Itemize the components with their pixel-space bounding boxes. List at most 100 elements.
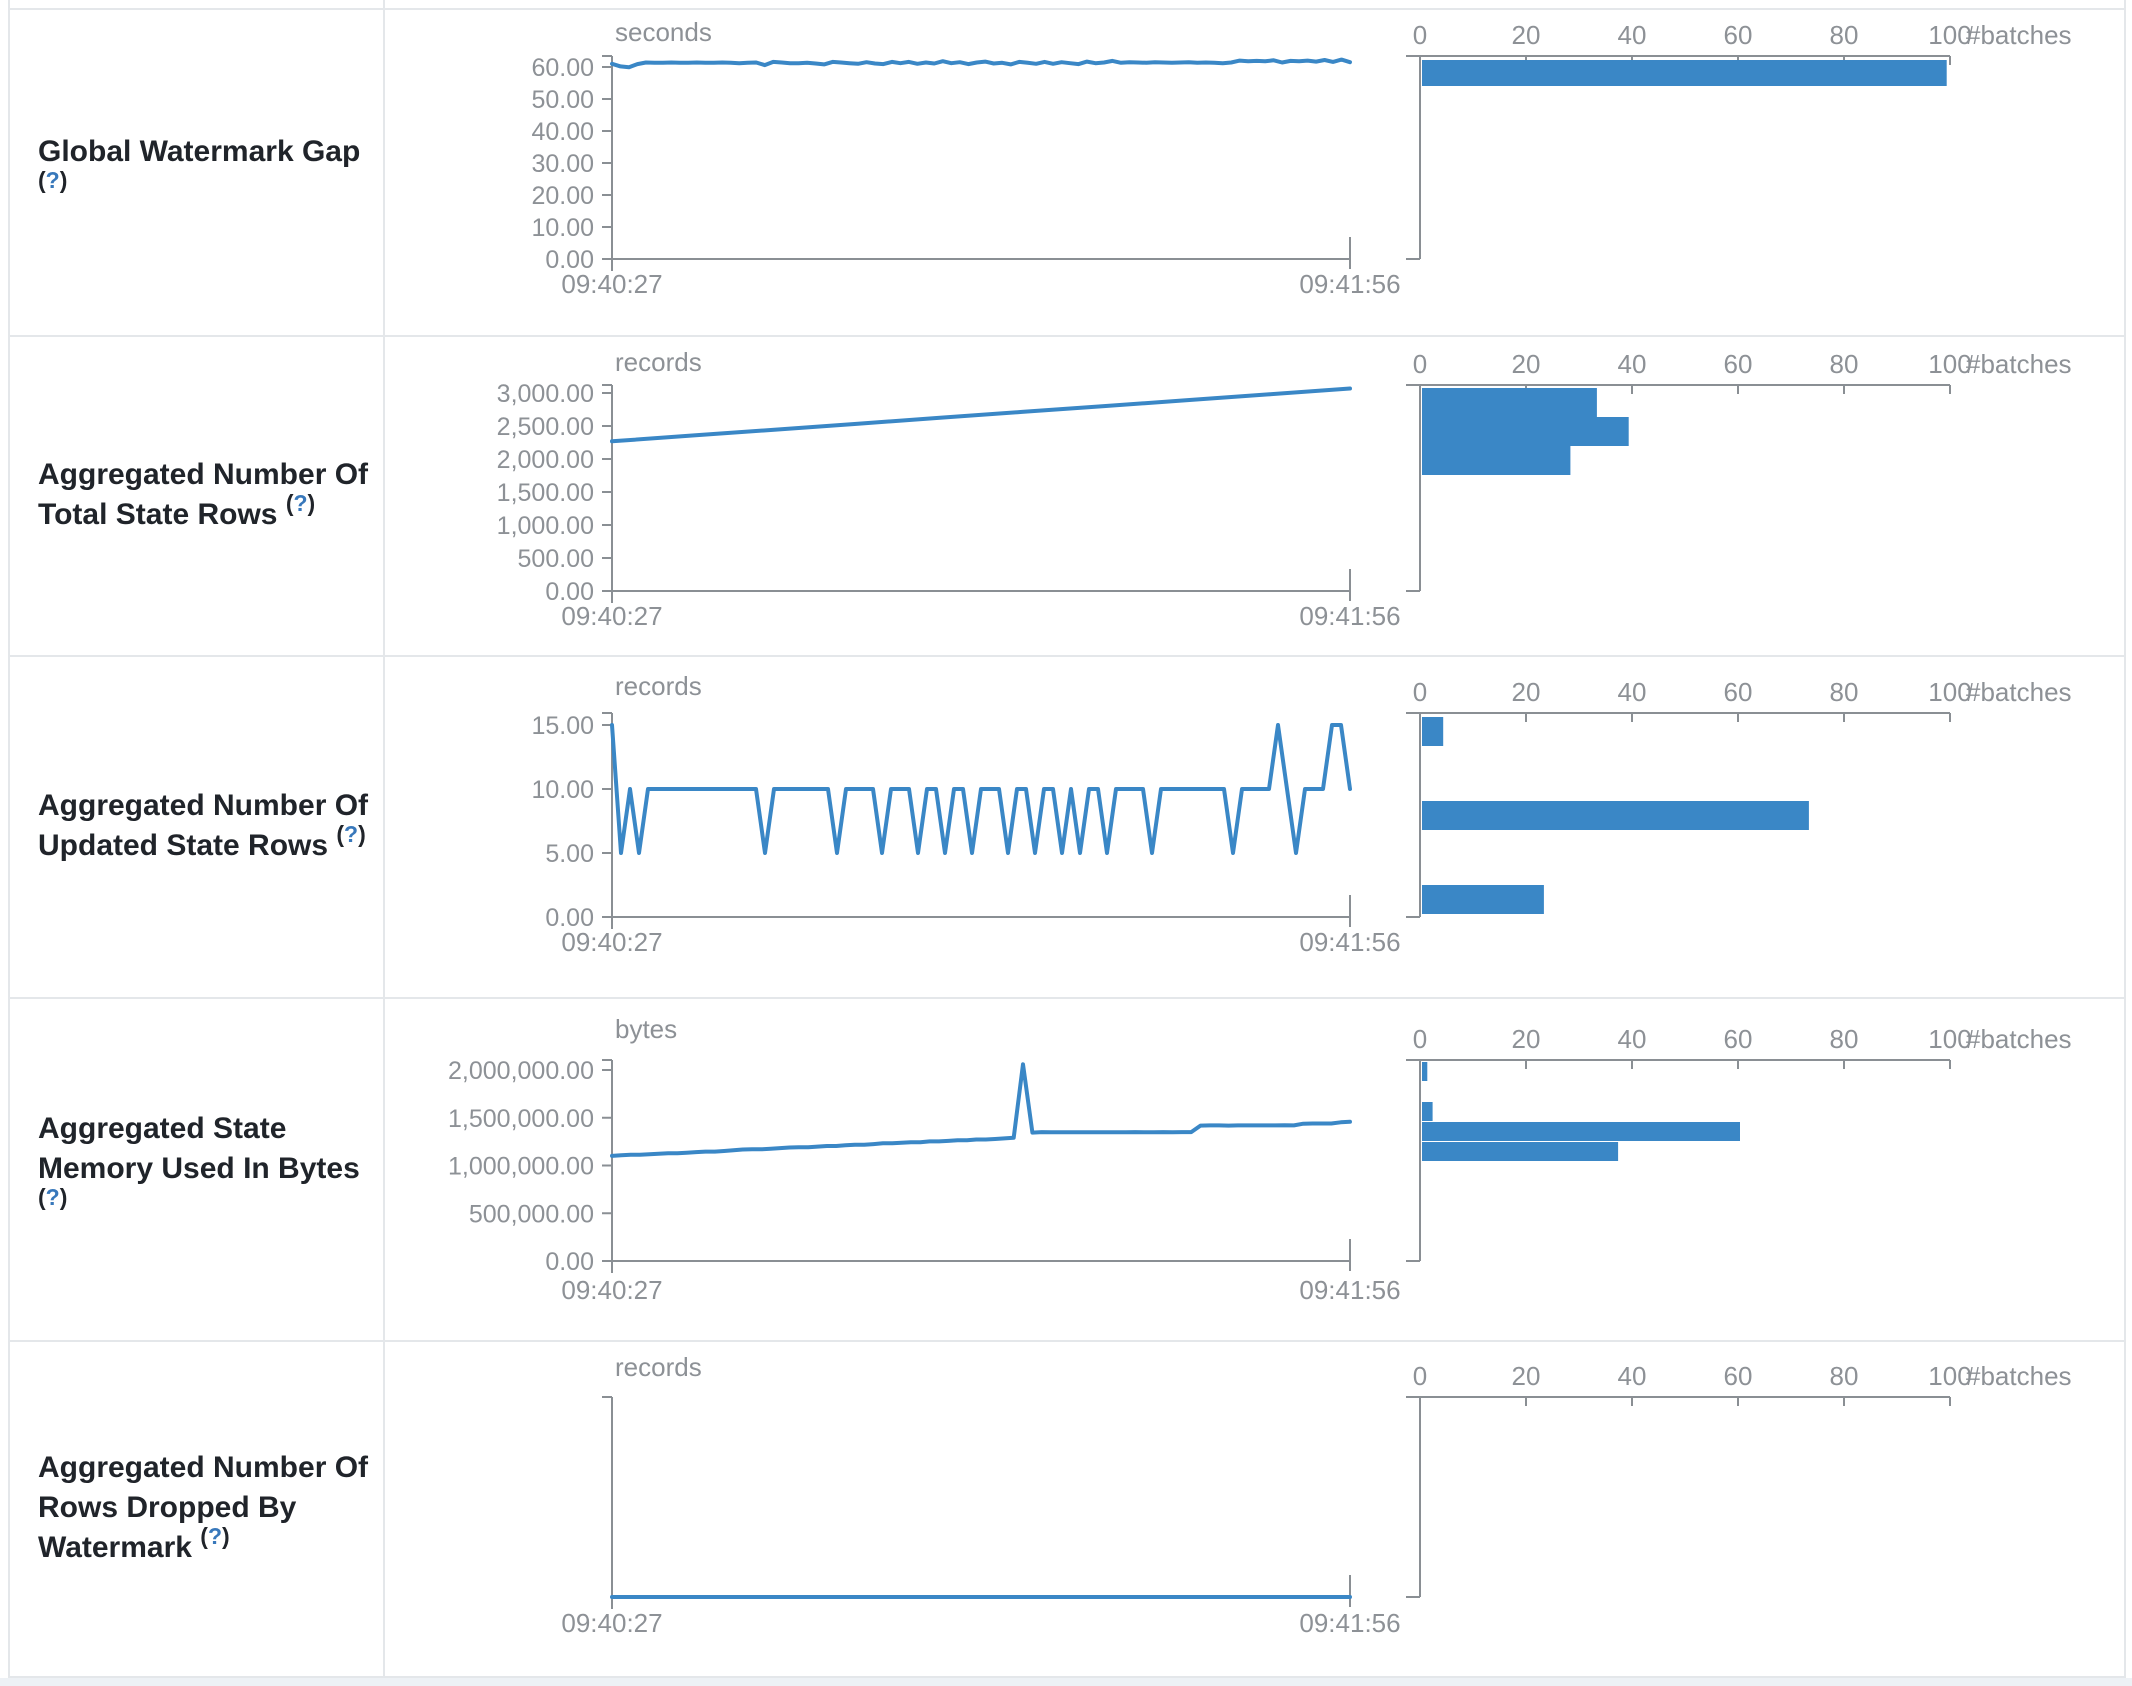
help-link[interactable]: (?) [38, 1183, 68, 1210]
svg-text:20: 20 [1512, 1024, 1541, 1054]
svg-text:500,000.00: 500,000.00 [469, 1200, 594, 1228]
metric-label: Aggregated Number Of Rows Dropped By Wat… [38, 1448, 368, 1568]
svg-text:60: 60 [1724, 1361, 1753, 1391]
svg-text:60: 60 [1724, 20, 1753, 50]
svg-text:09:40:27: 09:40:27 [561, 1608, 662, 1638]
metric-label: Aggregated Number Of Total State Rows (?… [38, 455, 368, 535]
help-link[interactable]: (?) [336, 821, 366, 847]
svg-text:1,000.00: 1,000.00 [497, 512, 594, 540]
table-bottom-border [8, 1676, 2126, 1678]
metric-label-cell: Global Watermark Gap (?) [8, 8, 383, 335]
metric-label: Aggregated Number Of Updated State Rows … [38, 786, 368, 866]
svg-text:#batches: #batches [1966, 677, 2072, 707]
svg-text:09:41:56: 09:41:56 [1299, 927, 1400, 957]
svg-text:seconds: seconds [615, 17, 712, 47]
help-link[interactable]: (?) [38, 166, 68, 193]
svg-text:60.00: 60.00 [531, 54, 594, 82]
svg-text:3,000.00: 3,000.00 [497, 380, 594, 408]
svg-text:09:40:27: 09:40:27 [561, 269, 662, 299]
row-border-1 [8, 335, 2126, 337]
svg-text:40.00: 40.00 [531, 118, 594, 146]
svg-text:#batches: #batches [1966, 20, 2072, 50]
svg-text:records: records [615, 347, 702, 377]
svg-text:1,500,000.00: 1,500,000.00 [448, 1105, 594, 1133]
svg-text:09:41:56: 09:41:56 [1299, 269, 1400, 299]
svg-text:50.00: 50.00 [531, 86, 594, 114]
svg-text:100: 100 [1928, 349, 1971, 379]
metric-row: Aggregated Number Of Updated State Rows … [8, 655, 2124, 997]
svg-text:0: 0 [1413, 677, 1427, 707]
question-mark-icon: ? [45, 1183, 60, 1210]
question-mark-icon: ? [344, 821, 359, 847]
svg-text:0.00: 0.00 [545, 578, 594, 606]
svg-text:records: records [615, 671, 702, 701]
timeline-and-histogram-chart: records 3,000.00 2,500.00 2,000.00 1,500.00 1… [497, 347, 2072, 631]
metric-label-text: Global Watermark Gap [38, 134, 361, 168]
svg-text:80: 80 [1830, 1361, 1859, 1391]
svg-text:10.00: 10.00 [531, 214, 594, 242]
metric-label-cell: Aggregated Number Of Updated State Rows … [8, 655, 383, 997]
svg-text:09:41:56: 09:41:56 [1299, 601, 1400, 631]
row-border-2 [8, 655, 2126, 657]
page-background-strip [0, 1678, 2132, 1686]
question-mark-icon: ? [207, 1523, 223, 1549]
svg-text:80: 80 [1830, 20, 1859, 50]
metric-row: Aggregated State Memory Used In Bytes (?… [8, 997, 2124, 1340]
svg-text:100: 100 [1928, 1361, 1971, 1391]
svg-text:09:41:56: 09:41:56 [1299, 1275, 1400, 1305]
metric-row: Aggregated Number Of Rows Dropped By Wat… [8, 1340, 2124, 1676]
svg-text:80: 80 [1830, 349, 1859, 379]
svg-text:0: 0 [1413, 1361, 1427, 1391]
svg-text:60: 60 [1724, 1024, 1753, 1054]
row-border-3 [8, 997, 2126, 999]
metric-label: Aggregated State Memory Used In Bytes (?… [38, 1109, 360, 1229]
svg-text:100: 100 [1928, 1024, 1971, 1054]
svg-text:0: 0 [1413, 20, 1427, 50]
svg-text:20: 20 [1512, 677, 1541, 707]
svg-text:0.00: 0.00 [545, 246, 594, 274]
svg-text:0.00: 0.00 [545, 1248, 594, 1276]
svg-text:bytes: bytes [615, 1014, 677, 1044]
table-right-border [2124, 0, 2126, 1678]
svg-text:20.00: 20.00 [531, 182, 594, 210]
question-mark-icon: ? [293, 490, 308, 516]
svg-text:500.00: 500.00 [518, 545, 594, 573]
help-link[interactable]: (?) [285, 490, 316, 516]
svg-text:2,000,000.00: 2,000,000.00 [448, 1057, 594, 1085]
svg-text:40: 40 [1618, 349, 1647, 379]
svg-text:10.00: 10.00 [531, 776, 594, 804]
svg-text:#batches: #batches [1966, 349, 2072, 379]
svg-text:30.00: 30.00 [531, 150, 594, 178]
svg-text:09:40:27: 09:40:27 [561, 927, 662, 957]
metric-row: Global Watermark Gap (?) seconds 60.00 50.… [8, 8, 2124, 335]
svg-text:0: 0 [1413, 349, 1427, 379]
svg-text:2,000.00: 2,000.00 [497, 446, 594, 474]
svg-text:09:41:56: 09:41:56 [1299, 1608, 1400, 1638]
timeline-and-histogram-chart: bytes 2,000,000.00 1,500,000.00 1,000,000.0… [448, 1014, 2072, 1305]
metric-label-text: Aggregated State Memory Used In Bytes [38, 1111, 360, 1185]
label-column-border [383, 0, 385, 1678]
metric-row: Aggregated Number Of Total State Rows (?… [8, 335, 2124, 655]
metric-label-cell: Aggregated Number Of Rows Dropped By Wat… [8, 1340, 383, 1676]
svg-text:#batches: #batches [1966, 1024, 2072, 1054]
svg-text:2,500.00: 2,500.00 [497, 413, 594, 441]
svg-text:09:40:27: 09:40:27 [561, 1275, 662, 1305]
metric-label-text: Aggregated Number Of Rows Dropped By Wat… [38, 1451, 369, 1564]
svg-text:60: 60 [1724, 349, 1753, 379]
timeline-and-histogram-chart: seconds 60.00 50.00 40.00 30.00 20.00 10.00 0.0… [531, 17, 2072, 299]
svg-text:80: 80 [1830, 677, 1859, 707]
help-link[interactable]: (?) [200, 1523, 230, 1549]
svg-text:100: 100 [1928, 677, 1971, 707]
svg-text:#batches: #batches [1966, 1361, 2072, 1391]
svg-text:09:40:27: 09:40:27 [561, 601, 662, 631]
svg-text:15.00: 15.00 [531, 712, 594, 740]
svg-text:records: records [615, 1352, 702, 1382]
svg-text:5.00: 5.00 [545, 840, 594, 868]
svg-text:20: 20 [1512, 20, 1541, 50]
svg-text:60: 60 [1724, 677, 1753, 707]
svg-text:20: 20 [1512, 349, 1541, 379]
svg-text:40: 40 [1618, 1361, 1647, 1391]
svg-text:0: 0 [1413, 1024, 1427, 1054]
